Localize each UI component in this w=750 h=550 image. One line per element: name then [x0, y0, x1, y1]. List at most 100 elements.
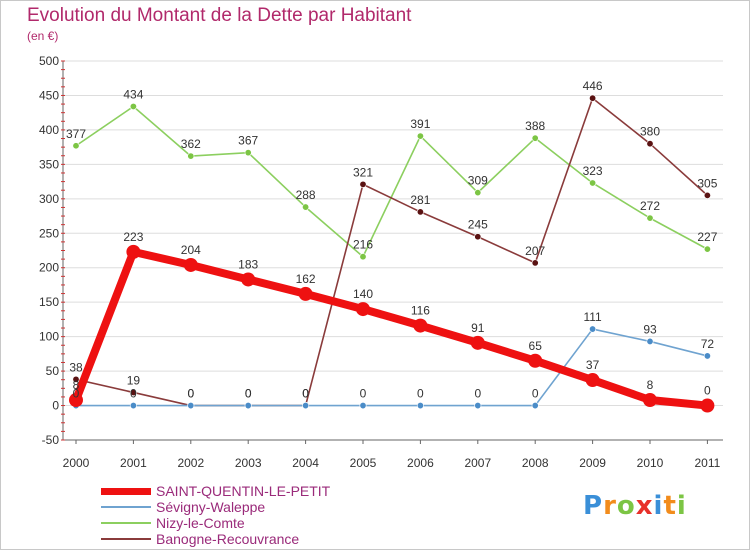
data-label: 367: [238, 134, 258, 148]
data-label: 183: [238, 257, 258, 271]
logo-letter: i: [676, 491, 687, 521]
data-point: [589, 94, 597, 102]
y-tick-label: 350: [39, 157, 59, 171]
data-label: 0: [245, 387, 252, 401]
data-point: [413, 318, 428, 333]
data-label: 0: [187, 387, 194, 401]
legend-label: Nizy-le-Comte: [156, 515, 245, 531]
y-tick-label: 200: [39, 261, 59, 275]
data-label: 434: [123, 87, 143, 101]
legend-label: SAINT-QUENTIN-LE-PETIT: [156, 483, 331, 499]
x-tick-label: 2008: [522, 456, 549, 470]
data-label: 111: [583, 310, 602, 324]
data-label: 216: [353, 238, 373, 252]
data-point: [359, 402, 367, 410]
data-label: 223: [123, 230, 143, 244]
data-label: 377: [66, 127, 86, 141]
x-tick-label: 2011: [694, 456, 720, 470]
data-point: [700, 398, 715, 413]
data-point: [531, 402, 539, 410]
x-tick-label: 2010: [637, 456, 664, 470]
data-label: 65: [529, 339, 543, 353]
data-point: [129, 388, 137, 396]
y-tick-label: 400: [39, 123, 59, 137]
x-tick-label: 2005: [350, 456, 377, 470]
data-label: 37: [586, 358, 600, 372]
proxiti-logo: Proxiti: [583, 491, 687, 521]
y-tick-label: 500: [39, 54, 59, 68]
chart-unit: (en €): [27, 29, 59, 43]
data-point: [416, 132, 424, 140]
data-label: 207: [525, 244, 545, 258]
data-point: [302, 203, 310, 211]
data-point: [531, 134, 539, 142]
data-point: [126, 244, 141, 259]
y-tick-label: 50: [46, 364, 60, 378]
data-label: 391: [410, 117, 430, 131]
x-tick-label: 2000: [63, 456, 90, 470]
legend-label: Sévigny-Waleppe: [156, 499, 266, 515]
y-tick-label: 0: [52, 399, 59, 413]
y-tick-label: 300: [39, 192, 59, 206]
chart-title: Evolution du Montant de la Dette par Hab…: [27, 5, 412, 26]
series-line: [75, 328, 709, 407]
data-point: [474, 189, 482, 197]
legend-swatch: [101, 522, 151, 524]
data-point: [302, 402, 310, 410]
y-tick-label: 150: [39, 295, 59, 309]
data-label: 272: [640, 199, 660, 213]
x-tick-label: 2006: [407, 456, 434, 470]
x-tick-label: 2009: [579, 456, 606, 470]
data-label: 140: [353, 287, 373, 301]
x-tick-label: 2004: [292, 456, 319, 470]
data-point: [703, 191, 711, 199]
data-point: [646, 214, 654, 222]
legend-swatch: [101, 506, 151, 508]
data-point: [187, 152, 195, 160]
data-label: 245: [468, 218, 488, 232]
series-line: [72, 247, 712, 410]
legend-label: Banogne-Recouvrance: [156, 531, 300, 547]
data-point: [474, 402, 482, 410]
data-label: 0: [360, 387, 367, 401]
series-line: [75, 105, 709, 258]
data-point: [72, 375, 80, 383]
logo-letter: t: [663, 491, 677, 521]
data-point: [528, 353, 543, 368]
data-point: [244, 402, 252, 410]
data-point: [183, 257, 198, 272]
data-label: 388: [525, 119, 545, 133]
data-label: 19: [127, 373, 141, 387]
data-label: 305: [697, 176, 717, 190]
data-point: [359, 180, 367, 188]
data-point: [703, 352, 711, 360]
data-point: [359, 253, 367, 261]
data-label: 0: [417, 387, 424, 401]
data-label: 281: [410, 193, 430, 207]
y-tick-label: 250: [39, 226, 59, 240]
data-label: 116: [411, 304, 430, 318]
y-tick-label: 450: [39, 88, 59, 102]
data-point: [187, 402, 195, 410]
data-point: [589, 179, 597, 187]
data-label: 323: [583, 164, 603, 178]
data-point: [72, 142, 80, 150]
data-point: [585, 373, 600, 388]
data-point: [356, 302, 370, 317]
data-label: 0: [73, 387, 80, 401]
x-tick-label: 2002: [177, 456, 204, 470]
series-line: [75, 97, 709, 407]
logo-letter: x: [635, 491, 654, 521]
x-tick-label: 2007: [464, 456, 491, 470]
data-label: 204: [181, 243, 201, 257]
data-label: 288: [296, 188, 316, 202]
data-point: [531, 259, 539, 267]
data-label: 0: [704, 384, 711, 398]
data-point: [703, 245, 711, 253]
data-label: 162: [296, 272, 316, 286]
data-label: 0: [187, 387, 194, 401]
data-point: [589, 325, 597, 333]
data-label: 72: [701, 337, 715, 351]
data-point: [470, 335, 485, 350]
